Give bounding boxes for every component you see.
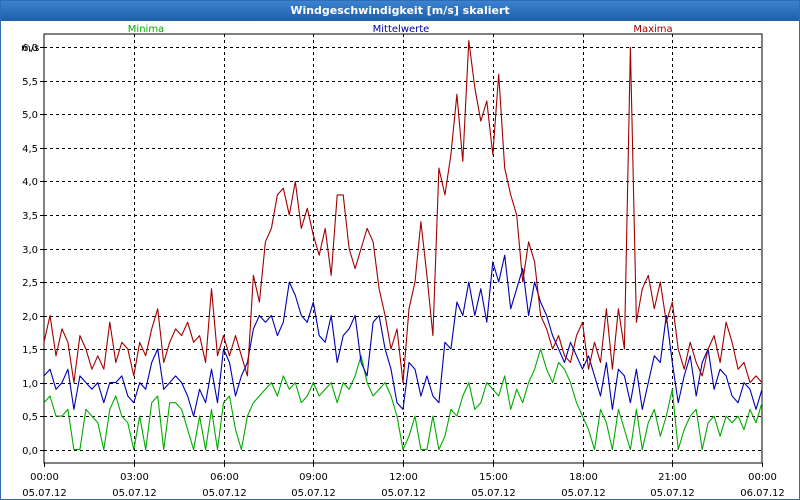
plot-frame [43,33,763,464]
x-tick-date: 06.07.12 [740,488,785,499]
y-tick-label: 1,5 [22,345,38,356]
x-tick-date: 05.07.12 [650,488,695,499]
x-tick-time: 21:00 [658,472,687,483]
x-tick-date: 05.07.12 [22,488,67,499]
x-tick-time: 09:00 [299,472,328,483]
x-tick-time: 15:00 [479,472,508,483]
y-tick-label: 3,0 [22,245,38,256]
x-tick-time: 06:00 [210,472,239,483]
y-tick-label: 2,0 [22,312,38,323]
x-tick-time: 03:00 [120,472,149,483]
x-tick-date: 05.07.12 [112,488,157,499]
y-tick-label: 3,5 [22,211,38,222]
x-tick-date: 05.07.12 [471,488,516,499]
series-line-maxima [43,40,763,384]
y-axis-label: m/s [21,43,39,54]
y-tick-label: 1,0 [22,379,38,390]
legend-minima: Minima [128,24,164,35]
y-axis: 0,0 0,5 1,0 1,5 2,0 2,5 3,0 3,5 4,0 4,5 5,0 5,5 6,0 [22,43,44,457]
series-lines [43,40,763,451]
y-tick-label: 0,0 [22,446,38,457]
wind-speed-chart: 0,00,51,01,52,02,53,03,54,04,55,05,56,0 … [21,24,785,499]
series-line-mittelwerte [43,254,763,417]
x-tick-date: 05.07.12 [202,488,247,499]
x-tick-time: 12:00 [389,472,418,483]
legend-mittelwerte: Mittelwerte [373,24,430,35]
x-tick-time: 00:00 [30,472,59,483]
y-tick-label: 2,5 [22,278,38,289]
series-line-minima [43,348,763,451]
y-tick-label: 5,5 [22,77,38,88]
y-tick-label: 6,0 [22,43,38,54]
y-tick-label: 4,5 [22,144,38,155]
y-tick-label: 0,5 [22,412,38,423]
window-title: Windgeschwindigkeit [m/s] skaliert [1,1,799,21]
x-tick-date: 05.07.12 [561,488,606,499]
legend-maxima: Maxima [633,24,672,35]
x-axis: 00:00 05.07.12 03:00 05.07.12 06:00 05.07.12 0… [22,463,785,499]
y-tick-label: 5,0 [22,110,38,121]
legend: Minima Mittelwerte Maxima [128,24,673,35]
y-tick-label: 4,0 [22,177,38,188]
x-tick-time: 18:00 [569,472,598,483]
x-tick-time: 00:00 [748,472,777,483]
x-tick-date: 05.07.12 [291,488,336,499]
x-tick-date: 05.07.12 [381,488,426,499]
chart-grid [44,34,762,463]
